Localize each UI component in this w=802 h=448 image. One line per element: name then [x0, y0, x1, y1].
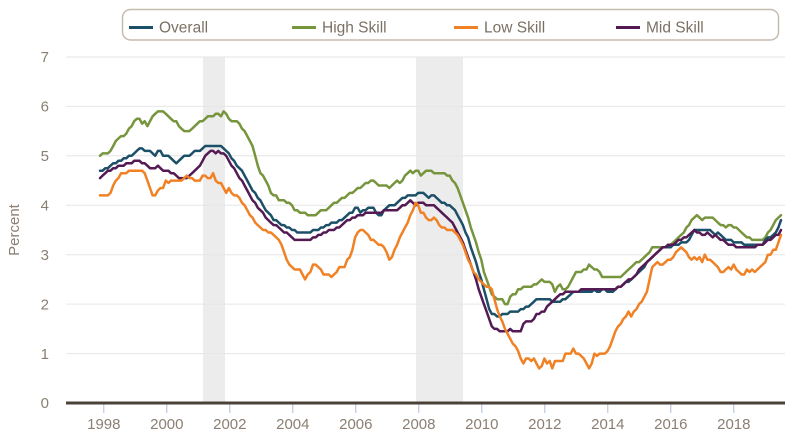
svg-text:2008: 2008 [402, 416, 435, 433]
svg-text:2010: 2010 [465, 416, 498, 433]
svg-text:3: 3 [41, 247, 49, 264]
svg-text:2006: 2006 [339, 416, 372, 433]
svg-text:High Skill: High Skill [322, 20, 387, 37]
svg-text:2014: 2014 [591, 416, 624, 433]
svg-text:7: 7 [41, 49, 49, 66]
svg-text:2012: 2012 [528, 416, 561, 433]
svg-text:2000: 2000 [150, 416, 183, 433]
svg-text:6: 6 [41, 99, 49, 116]
svg-text:2016: 2016 [654, 416, 687, 433]
svg-text:Mid Skill: Mid Skill [646, 20, 704, 37]
svg-text:2002: 2002 [213, 416, 246, 433]
svg-text:Low Skill: Low Skill [484, 20, 545, 37]
svg-text:Percent: Percent [6, 203, 23, 256]
svg-text:2004: 2004 [276, 416, 309, 433]
svg-text:Overall: Overall [159, 20, 208, 37]
svg-text:2: 2 [41, 296, 49, 313]
svg-text:5: 5 [41, 148, 49, 165]
svg-text:1: 1 [41, 346, 49, 363]
svg-text:4: 4 [41, 198, 49, 215]
svg-text:1998: 1998 [87, 416, 120, 433]
svg-text:0: 0 [41, 395, 49, 412]
svg-text:2018: 2018 [717, 416, 750, 433]
